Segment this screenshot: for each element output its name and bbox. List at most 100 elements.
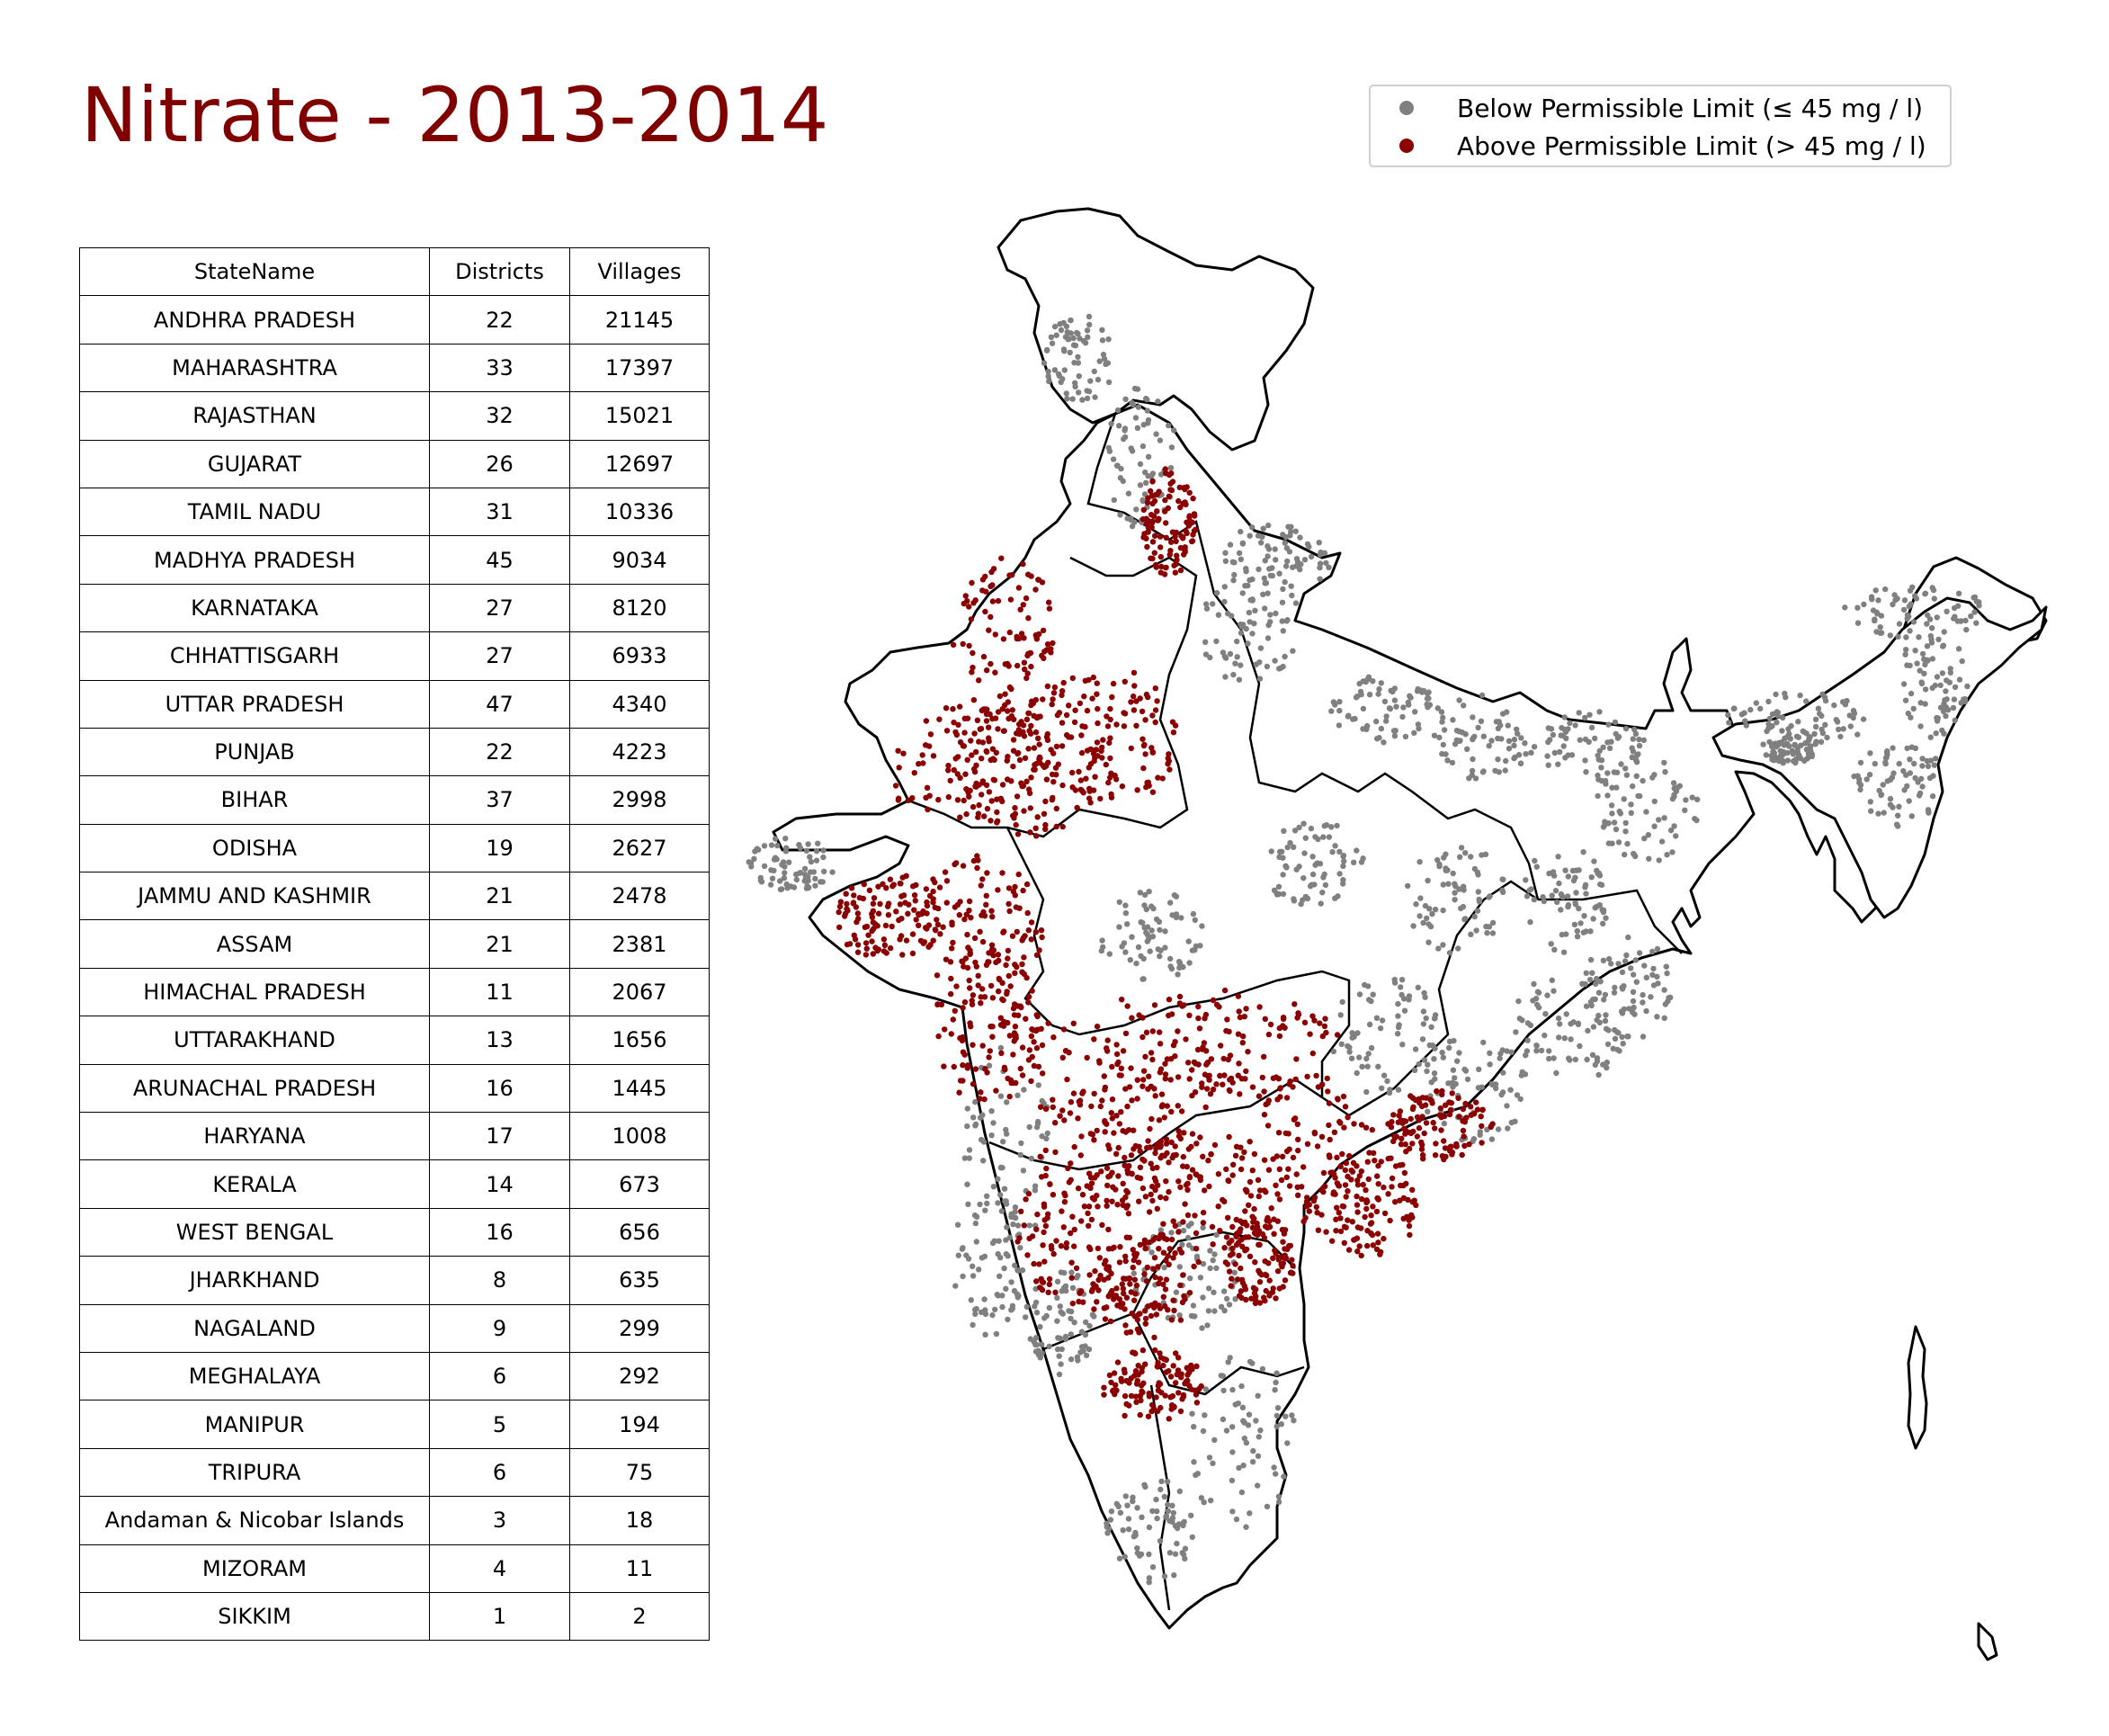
sample-point bbox=[1586, 711, 1593, 718]
sample-point bbox=[1289, 1257, 1295, 1263]
sample-point bbox=[1056, 1353, 1062, 1359]
sample-point bbox=[1122, 1194, 1129, 1201]
sample-point bbox=[1254, 1229, 1260, 1235]
sample-point bbox=[1282, 1277, 1289, 1284]
sample-point bbox=[1354, 1248, 1361, 1255]
sample-point bbox=[1551, 749, 1559, 756]
sample-point bbox=[1194, 1471, 1202, 1477]
sample-point bbox=[1486, 743, 1492, 749]
sample-point bbox=[1173, 1350, 1179, 1356]
sample-point bbox=[1157, 1381, 1164, 1387]
sample-point bbox=[1048, 646, 1054, 652]
sample-point bbox=[1474, 1106, 1481, 1113]
sample-point bbox=[1651, 823, 1658, 829]
sample-point bbox=[1416, 1124, 1423, 1132]
sample-point bbox=[965, 944, 971, 951]
sample-point bbox=[1550, 872, 1558, 879]
sample-point bbox=[1619, 969, 1626, 976]
sample-point bbox=[1163, 1369, 1169, 1375]
sample-point bbox=[978, 882, 985, 889]
sample-point bbox=[1793, 733, 1801, 739]
sample-point bbox=[882, 922, 889, 929]
sample-point bbox=[1364, 1228, 1371, 1234]
sample-point bbox=[1280, 855, 1286, 861]
sample-point bbox=[1221, 987, 1229, 994]
sample-point bbox=[1087, 746, 1095, 753]
sample-point bbox=[1600, 744, 1606, 750]
sample-point bbox=[1605, 721, 1612, 728]
sample-point bbox=[1313, 1072, 1319, 1079]
sample-point bbox=[1515, 752, 1523, 758]
sample-point bbox=[962, 593, 970, 599]
sample-point bbox=[1438, 1112, 1444, 1119]
sample-point bbox=[1032, 1341, 1039, 1348]
sample-point bbox=[1262, 605, 1268, 612]
sample-point bbox=[1358, 1122, 1365, 1128]
sample-point bbox=[1180, 1219, 1186, 1225]
sample-point bbox=[1041, 1315, 1048, 1321]
sample-point bbox=[1202, 1071, 1209, 1078]
sample-point bbox=[1550, 731, 1557, 738]
sample-point bbox=[1443, 1153, 1449, 1160]
sample-point bbox=[885, 900, 892, 907]
sample-point bbox=[1517, 1096, 1524, 1103]
sample-point bbox=[1002, 1198, 1008, 1204]
sample-point bbox=[1640, 999, 1646, 1006]
sample-point bbox=[1256, 1300, 1264, 1306]
sample-point bbox=[986, 789, 993, 795]
sample-point bbox=[1422, 994, 1428, 1000]
sample-point bbox=[1012, 1209, 1018, 1215]
sample-point bbox=[768, 867, 774, 873]
sample-point bbox=[1846, 712, 1853, 719]
sample-point bbox=[1342, 1182, 1349, 1188]
sample-point bbox=[1209, 1223, 1216, 1230]
sample-point bbox=[1622, 958, 1629, 964]
sample-point bbox=[1018, 780, 1024, 786]
sample-point bbox=[1795, 752, 1802, 758]
sample-point bbox=[1080, 337, 1087, 345]
sample-point bbox=[1598, 777, 1604, 784]
sample-point bbox=[1867, 799, 1873, 805]
sample-point bbox=[1093, 1283, 1099, 1290]
sample-point bbox=[1115, 1059, 1122, 1066]
sample-point bbox=[1139, 519, 1145, 525]
sample-point bbox=[1794, 748, 1801, 755]
sample-point bbox=[1110, 1387, 1117, 1393]
sample-point bbox=[970, 649, 976, 657]
sample-point bbox=[1911, 760, 1917, 767]
sample-point bbox=[1102, 1119, 1108, 1126]
sample-point bbox=[1433, 1141, 1439, 1147]
sample-point bbox=[1033, 833, 1040, 839]
sample-point bbox=[1340, 863, 1346, 870]
sample-point bbox=[987, 982, 995, 989]
sample-point bbox=[1443, 867, 1450, 873]
sample-point bbox=[1407, 1115, 1414, 1123]
sample-point bbox=[1122, 1162, 1128, 1168]
sample-point bbox=[1192, 917, 1199, 923]
sample-point bbox=[1101, 1305, 1108, 1311]
sample-point bbox=[1247, 532, 1253, 539]
sample-point bbox=[1071, 1143, 1077, 1150]
sample-point bbox=[1792, 759, 1799, 765]
sample-point bbox=[1025, 927, 1032, 934]
sample-point bbox=[1287, 1242, 1294, 1249]
sample-point bbox=[1456, 1114, 1462, 1120]
sample-point bbox=[1198, 1383, 1204, 1390]
sample-point bbox=[1053, 805, 1060, 812]
sample-point bbox=[1213, 1001, 1220, 1008]
sample-point bbox=[1133, 1381, 1140, 1387]
sample-point bbox=[1878, 792, 1885, 798]
sample-point bbox=[1489, 1121, 1496, 1127]
sample-point bbox=[1039, 1278, 1046, 1285]
sample-point bbox=[1178, 1374, 1184, 1381]
sample-point bbox=[1048, 747, 1054, 753]
map-title: Nitrate - 2013-2014 bbox=[81, 71, 829, 159]
sample-point bbox=[1242, 1076, 1248, 1082]
sample-point bbox=[980, 1139, 987, 1145]
sample-point bbox=[1180, 1163, 1186, 1169]
sample-point bbox=[1104, 723, 1112, 729]
sample-point bbox=[1343, 1224, 1349, 1230]
sample-point bbox=[1238, 1218, 1244, 1224]
sample-point bbox=[960, 958, 966, 965]
sample-point bbox=[1304, 1201, 1311, 1207]
